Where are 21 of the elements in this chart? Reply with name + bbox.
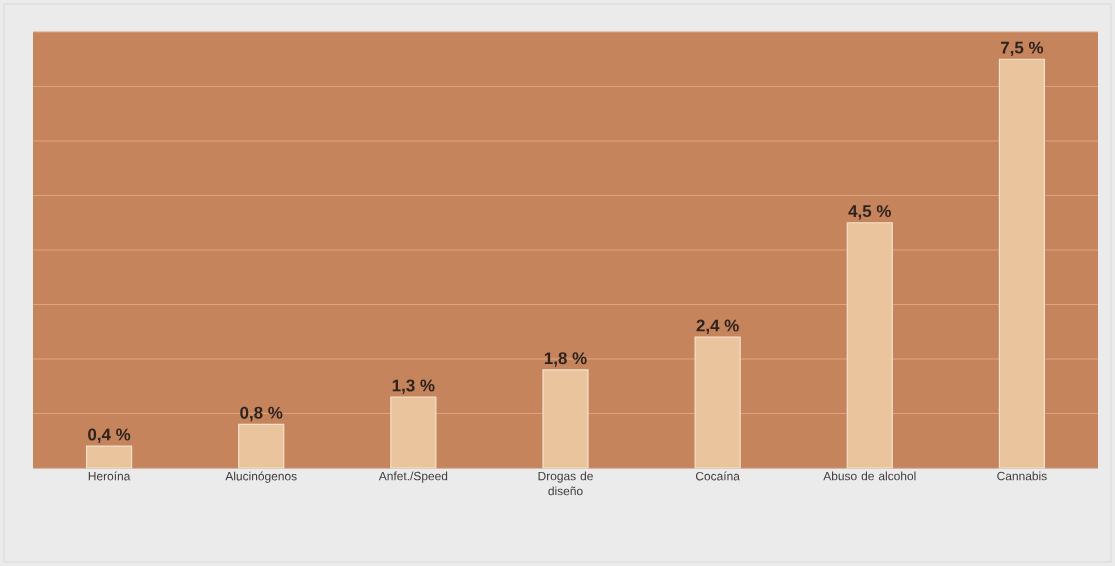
bar	[998, 58, 1046, 469]
data-label: 0,8 %	[240, 406, 283, 422]
x-tick-label: Cannabis	[997, 471, 1047, 481]
data-label: 0,4 %	[88, 428, 131, 443]
x-tick-label: Drogas de diseño	[538, 471, 593, 496]
data-label: 2,4 %	[696, 319, 739, 334]
x-tick-label: Heroína	[88, 471, 131, 481]
bar	[238, 423, 285, 469]
data-label: 1,3 %	[392, 379, 435, 394]
x-tick-label: Alucinógenos	[225, 471, 297, 483]
bar	[694, 336, 741, 469]
data-label: 1,8 %	[544, 352, 587, 367]
bar	[846, 222, 893, 469]
data-label: 4,5 %	[848, 205, 891, 220]
x-tick-label: Anfet./Speed	[378, 471, 448, 483]
bar	[390, 396, 437, 469]
bar	[85, 445, 133, 469]
data-label: 7,5 %	[1001, 41, 1044, 57]
x-tick-label: Cocaína	[695, 471, 740, 481]
x-tick-label: Abuso de alcohol	[823, 471, 916, 481]
bar	[542, 369, 589, 469]
